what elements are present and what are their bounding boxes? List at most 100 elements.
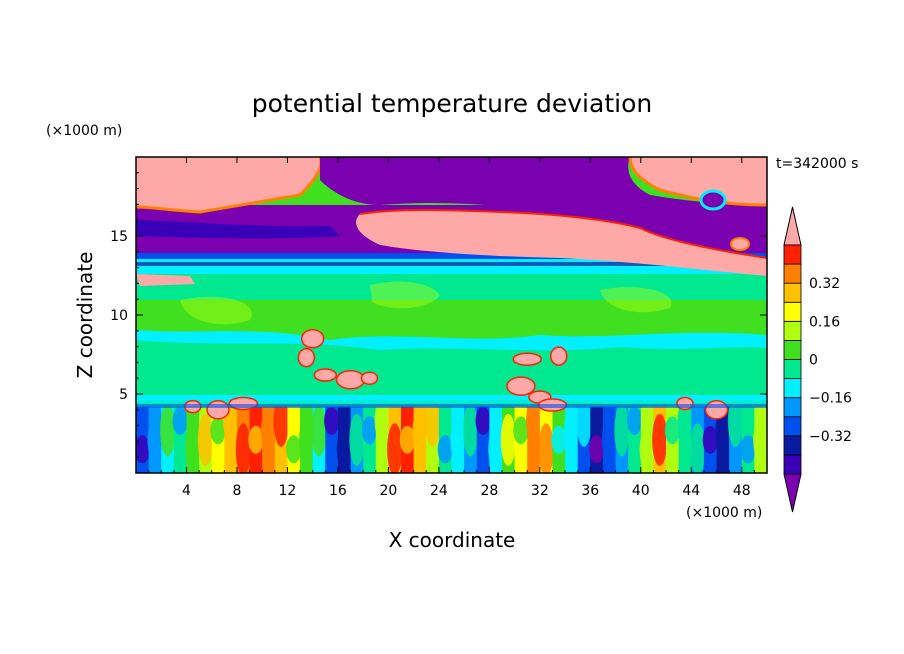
- colorbar-segment-5: [783, 378, 802, 399]
- x-tick-label-1: 8: [232, 483, 241, 499]
- boundary-eddy: [286, 435, 302, 464]
- x-tick-label-8: 36: [581, 483, 599, 499]
- colorbar-segment-12: [783, 244, 802, 265]
- colorbar: 0.32 0.16 0 −0.16 −0.32: [783, 206, 852, 513]
- boundary-eddy: [260, 410, 277, 451]
- strat-pink-tongue: [356, 210, 767, 276]
- convective-blob: [704, 400, 729, 420]
- boundary-eddy: [136, 435, 150, 464]
- boundary-eddy: [601, 419, 617, 460]
- y-tick-label-0: 5: [119, 387, 128, 403]
- boundary-eddy: [437, 435, 453, 464]
- left-pink-strip: [136, 274, 195, 286]
- y-axis: 5 10 15: [110, 172, 767, 458]
- colorbar-label-4: −0.32: [809, 429, 852, 445]
- strat-purple-top: [320, 157, 767, 213]
- boundary-eddy: [589, 435, 605, 464]
- boundary-eddy: [349, 413, 365, 466]
- convective-blob: [550, 346, 568, 366]
- colorbar-max-arrow: [783, 206, 802, 246]
- right-blob-2: [730, 237, 750, 251]
- colorbar-segment-11: [783, 263, 802, 284]
- pink-upper-edge: [136, 157, 323, 214]
- boundary-eddy: [311, 404, 327, 457]
- tropopause-navy: [136, 262, 767, 266]
- boundary-eddy: [715, 410, 731, 451]
- boundary-eddy: [210, 416, 226, 445]
- x-unit-label: (×1000 m): [686, 505, 762, 521]
- boundary-eddy: [690, 423, 706, 473]
- x-tick-label-7: 32: [531, 483, 549, 499]
- light-green-patch-2: [180, 296, 252, 325]
- x-tick-label-10: 44: [682, 483, 700, 499]
- convective-blob: [512, 352, 542, 366]
- convective-blob: [206, 400, 230, 420]
- boundary-eddy: [172, 406, 188, 435]
- boundary-eddy: [336, 429, 352, 470]
- convective-blob: [506, 376, 536, 396]
- strat-pink-top-right: [630, 157, 767, 205]
- x-tick-label-0: 4: [182, 483, 191, 499]
- pink-top-right-edge: [628, 157, 767, 207]
- convective-blob: [313, 368, 338, 382]
- colorbar-segment-8: [783, 320, 802, 341]
- boundary-eddy: [324, 406, 340, 435]
- upper-right-blob: [699, 189, 727, 211]
- x-tick-label-4: 20: [379, 483, 397, 499]
- surface-layer-separator: [136, 404, 767, 408]
- boundary-eddy: [538, 423, 554, 473]
- convective-blob: [335, 370, 366, 390]
- mid-teal-band: [136, 340, 767, 395]
- boundary-eddy: [740, 435, 756, 464]
- boundary-eddy: [235, 423, 251, 473]
- colorbar-segment-6: [783, 359, 802, 379]
- y-axis-label: Z coordinate: [73, 252, 97, 379]
- y-tick-label-1: 10: [110, 308, 128, 324]
- convective-blob: [360, 371, 379, 385]
- boundary-eddy: [399, 425, 415, 454]
- colorbar-segment-9: [783, 301, 802, 322]
- x-tick-label-2: 12: [279, 483, 297, 499]
- light-green-patch-1: [370, 281, 440, 309]
- x-tick-label-11: 48: [733, 483, 751, 499]
- convective-blob: [300, 328, 325, 349]
- boundary-eddy: [525, 400, 542, 441]
- upper-teal-band: [136, 270, 767, 300]
- boundary-eddy: [652, 413, 668, 466]
- boundary-eddy: [626, 406, 643, 435]
- boundary-eddy: [462, 404, 479, 457]
- boundary-eddy: [677, 400, 693, 441]
- x-tick-label-5: 24: [430, 483, 448, 499]
- boundary-eddy: [197, 413, 213, 466]
- colorbar-segment-10: [783, 282, 802, 303]
- boundary-eddy: [248, 425, 264, 454]
- tropopause-deep-blue: [136, 253, 767, 259]
- boundary-eddy: [185, 429, 201, 470]
- boundary-eddy: [563, 410, 579, 451]
- colorbar-min-arrow: [783, 473, 802, 513]
- boundary-eddy: [513, 416, 529, 445]
- y-tick-label-2: 15: [110, 229, 128, 245]
- boundary-eddy: [147, 419, 163, 460]
- colorbar-segment-4: [783, 397, 802, 418]
- convective-blob: [297, 347, 316, 368]
- colorbar-segment-3: [783, 416, 802, 437]
- boundary-eddy: [298, 419, 314, 460]
- boundary-eddy: [551, 425, 567, 454]
- boundary-eddy: [639, 429, 655, 470]
- boundary-eddy: [159, 404, 176, 457]
- boundary-eddy: [488, 429, 504, 470]
- colorbar-segment-1: [783, 454, 802, 475]
- boundary-eddy: [702, 425, 718, 454]
- time-label: t=342000 s: [776, 156, 858, 172]
- colorbar-label-0: 0.32: [809, 276, 840, 292]
- x-tick-label-9: 40: [632, 483, 650, 499]
- colorbar-label-1: 0.16: [809, 314, 840, 330]
- purple-lower-left-blue: [136, 220, 340, 239]
- boundary-eddy: [450, 419, 466, 460]
- boundary-eddy: [475, 406, 491, 435]
- boundary-eddy: [412, 410, 428, 451]
- y-unit-label: (×1000 m): [46, 123, 122, 139]
- boundary-eddy: [664, 416, 680, 445]
